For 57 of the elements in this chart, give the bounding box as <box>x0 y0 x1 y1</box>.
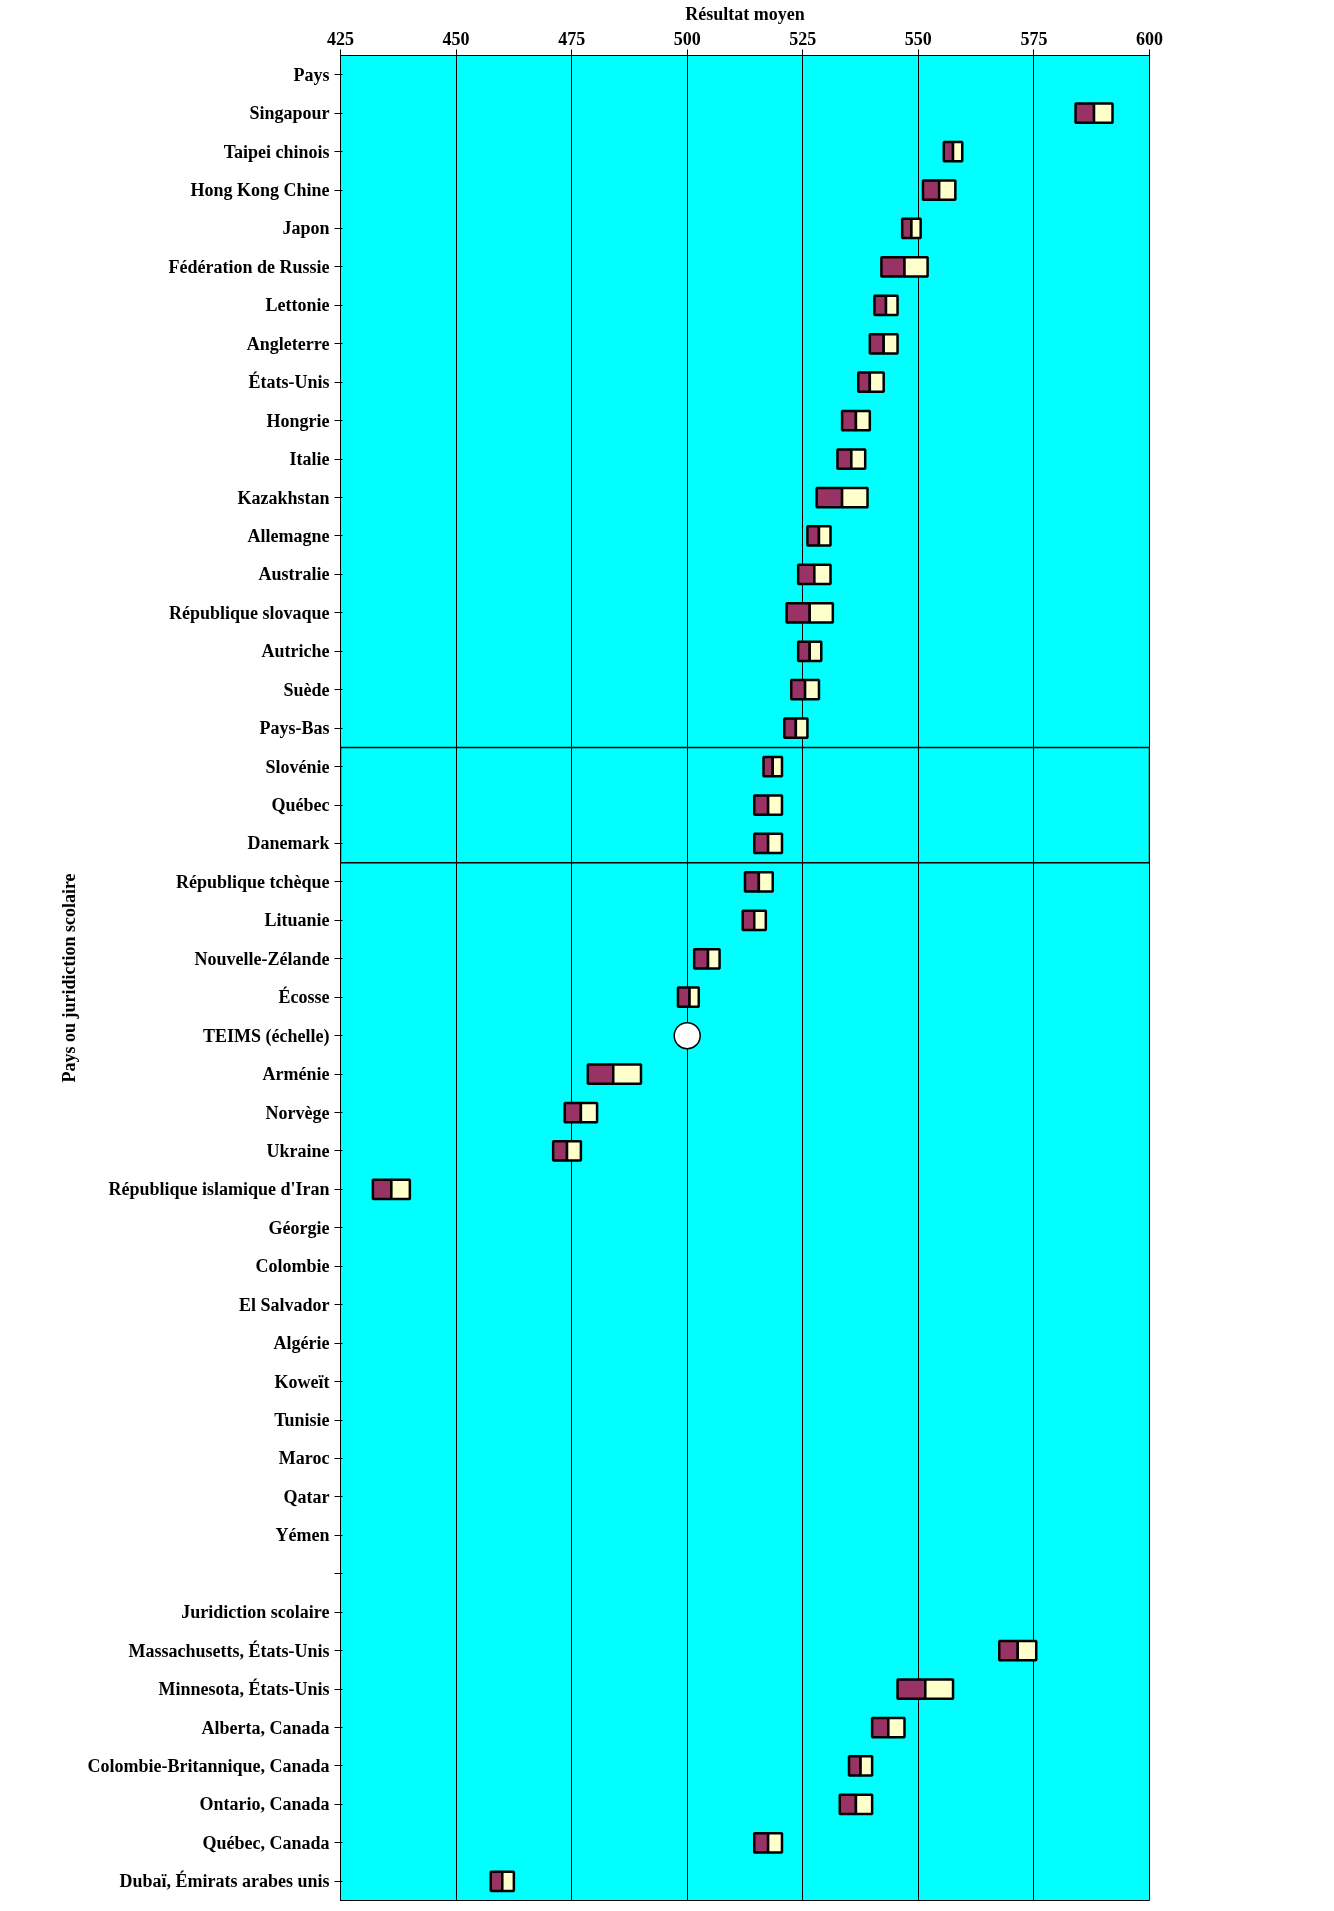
y-tick-label: Tunisie <box>274 1410 330 1431</box>
y-tick-label: Suède <box>283 679 330 700</box>
y-tick-label: Géorgie <box>268 1217 330 1238</box>
y-tick-label: Lettonie <box>265 295 330 316</box>
y-tick-label: Écosse <box>278 986 330 1008</box>
y-tick-label: Taipei chinois <box>223 141 330 162</box>
y-tick-label: Hongrie <box>266 410 330 431</box>
y-tick-label: Massachusetts, États-Unis <box>128 1639 330 1661</box>
y-tick-label: Slovénie <box>265 756 330 777</box>
y-tick-label: Italie <box>289 449 330 470</box>
x-tick-label: 475 <box>558 28 586 49</box>
y-tick-label: République slovaque <box>168 602 330 623</box>
y-tick-label: Dubaï, Émirats arabes unis <box>119 1870 330 1892</box>
y-tick-label: Norvège <box>265 1102 330 1123</box>
y-tick-label: États-Unis <box>248 371 330 393</box>
y-tick-label: Koweït <box>274 1371 330 1392</box>
y-tick-label: Québec, Canada <box>202 1832 330 1853</box>
y-tick-label: Algérie <box>273 1333 330 1354</box>
y-tick-label: Alberta, Canada <box>201 1717 330 1738</box>
y-tick-label: Nouvelle-Zélande <box>194 948 330 969</box>
x-tick-label: 600 <box>1136 28 1163 49</box>
y-tick-label: Yémen <box>275 1525 330 1546</box>
y-tick-label: Maroc <box>278 1448 330 1469</box>
y-tick-label: Angleterre <box>246 333 330 354</box>
y-tick-label: Lituanie <box>264 910 330 931</box>
y-tick-label: Colombie-Britannique, Canada <box>87 1755 330 1776</box>
x-tick-label: 575 <box>1020 28 1048 49</box>
y-tick-label: Ontario, Canada <box>199 1794 330 1815</box>
y-tick-label: Qatar <box>283 1486 330 1507</box>
y-tick-label: Pays-Bas <box>259 718 330 739</box>
x-tick-label: 450 <box>442 28 470 49</box>
y-tick-label: Australie <box>258 564 330 585</box>
y-tick-label: Autriche <box>261 641 330 662</box>
y-tick-label: Minnesota, États-Unis <box>158 1678 330 1700</box>
y-tick-label: Fédération de Russie <box>168 256 330 277</box>
y-axis-title: Pays ou juridiction scolaire <box>59 873 80 1083</box>
y-tick-label: Allemagne <box>247 525 330 546</box>
x-axis-title: Résultat moyen <box>685 3 805 24</box>
y-tick-label: Kazakhstan <box>237 487 330 508</box>
y-tick-label: Colombie <box>255 1256 330 1277</box>
x-tick-label: 425 <box>327 28 354 49</box>
y-tick-label: Juridiction scolaire <box>181 1602 330 1623</box>
x-tick-label: 550 <box>904 28 932 49</box>
y-tick-label: Singapour <box>249 103 330 124</box>
y-tick-label: Japon <box>282 218 330 239</box>
y-tick-label: République islamique d'Iran <box>108 1179 330 1200</box>
y-tick-label: Arménie <box>262 1064 330 1085</box>
y-tick-label: TEIMS (échelle) <box>203 1025 330 1047</box>
y-tick-label: République tchèque <box>175 871 330 892</box>
x-tick-label: 525 <box>789 28 817 49</box>
x-tick-label: 500 <box>673 28 701 49</box>
y-tick-label: El Salvador <box>238 1294 330 1315</box>
y-tick-label: Québec <box>271 795 330 816</box>
y-tick-label: Hong Kong Chine <box>190 180 330 201</box>
y-tick-label: Ukraine <box>266 1140 330 1161</box>
y-tick-label: Pays <box>293 64 330 85</box>
y-tick-label: Danemark <box>247 833 330 854</box>
